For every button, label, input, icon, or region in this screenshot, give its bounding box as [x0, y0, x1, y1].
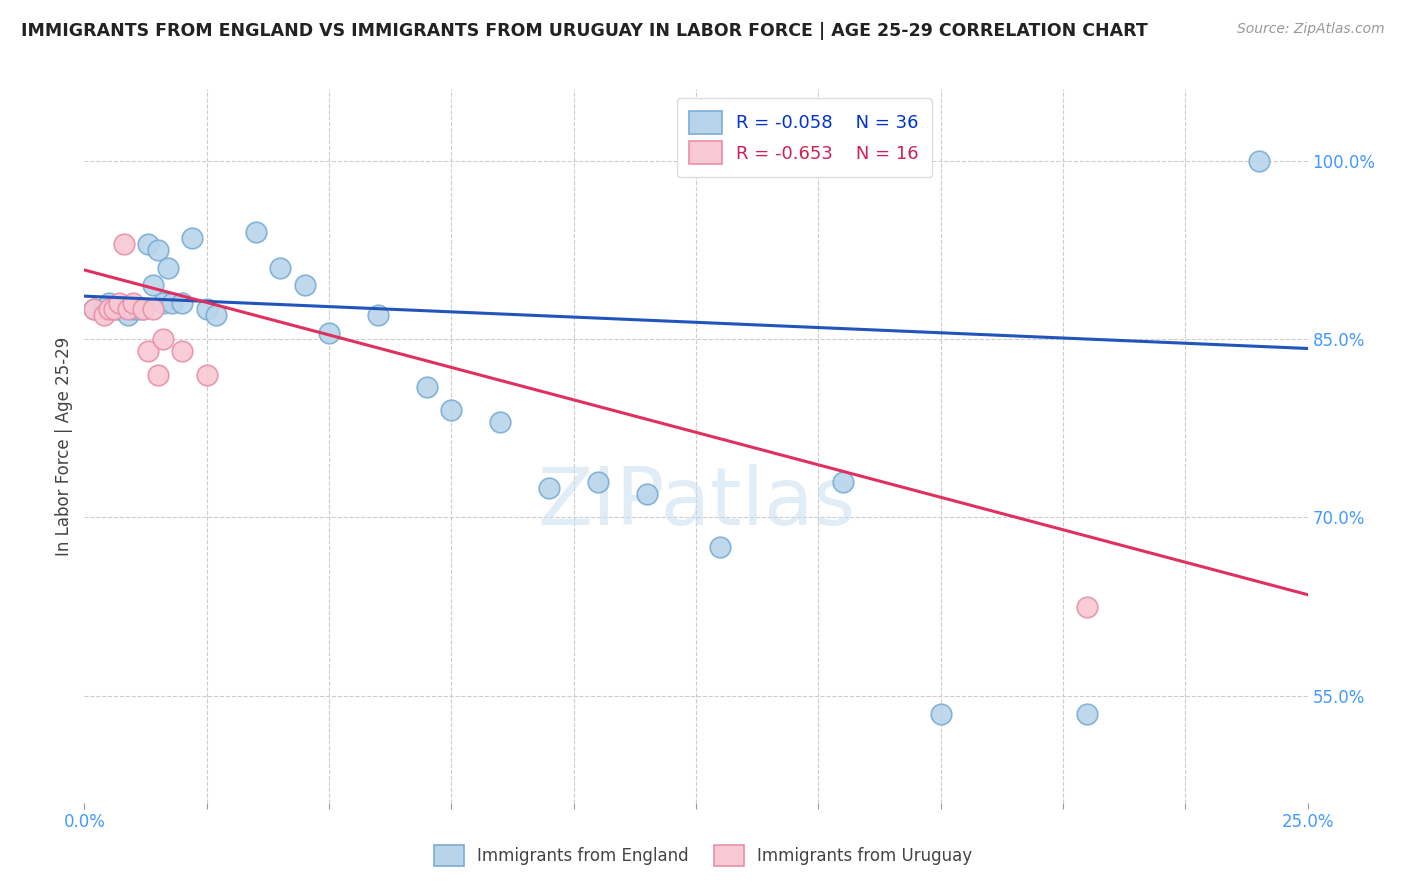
Point	[318, 326, 340, 340]
Y-axis label: In Labor Force | Age 25-29: In Labor Force | Age 25-29	[55, 336, 73, 556]
Point	[83, 302, 105, 317]
Point	[107, 302, 129, 317]
Point	[112, 302, 135, 317]
Legend: Immigrants from England, Immigrants from Uruguay: Immigrants from England, Immigrants from…	[426, 837, 980, 875]
Point	[538, 481, 561, 495]
Point	[1247, 153, 1270, 168]
Point	[195, 368, 218, 382]
Point	[146, 243, 169, 257]
Point	[1076, 706, 1098, 721]
Point	[152, 296, 174, 310]
Point	[93, 308, 115, 322]
Point	[1076, 599, 1098, 614]
Point	[136, 236, 159, 251]
Point	[162, 296, 184, 310]
Point	[112, 236, 135, 251]
Point	[181, 231, 204, 245]
Point	[146, 368, 169, 382]
Point	[195, 302, 218, 317]
Point	[122, 296, 145, 310]
Point	[117, 302, 139, 317]
Point	[97, 302, 120, 317]
Legend: R = -0.058    N = 36, R = -0.653    N = 16: R = -0.058 N = 36, R = -0.653 N = 16	[676, 98, 932, 178]
Point	[636, 486, 658, 500]
Point	[117, 308, 139, 322]
Text: IMMIGRANTS FROM ENGLAND VS IMMIGRANTS FROM URUGUAY IN LABOR FORCE | AGE 25-29 CO: IMMIGRANTS FROM ENGLAND VS IMMIGRANTS FR…	[21, 22, 1147, 40]
Point	[294, 278, 316, 293]
Point	[172, 296, 194, 310]
Point	[142, 278, 165, 293]
Point	[156, 260, 179, 275]
Point	[586, 475, 609, 489]
Point	[152, 332, 174, 346]
Point	[122, 302, 145, 317]
Point	[132, 302, 155, 317]
Point	[103, 302, 125, 317]
Point	[416, 379, 439, 393]
Point	[205, 308, 228, 322]
Point	[142, 302, 165, 317]
Point	[245, 225, 267, 239]
Point	[709, 540, 731, 554]
Point	[127, 302, 149, 317]
Point	[929, 706, 952, 721]
Point	[93, 302, 115, 317]
Text: ZIPatlas: ZIPatlas	[537, 464, 855, 542]
Point	[367, 308, 389, 322]
Point	[440, 403, 463, 417]
Point	[489, 415, 512, 429]
Point	[107, 296, 129, 310]
Point	[269, 260, 291, 275]
Point	[132, 302, 155, 317]
Text: Source: ZipAtlas.com: Source: ZipAtlas.com	[1237, 22, 1385, 37]
Point	[97, 296, 120, 310]
Point	[103, 302, 125, 317]
Point	[831, 475, 853, 489]
Point	[83, 302, 105, 317]
Point	[172, 343, 194, 358]
Point	[136, 343, 159, 358]
